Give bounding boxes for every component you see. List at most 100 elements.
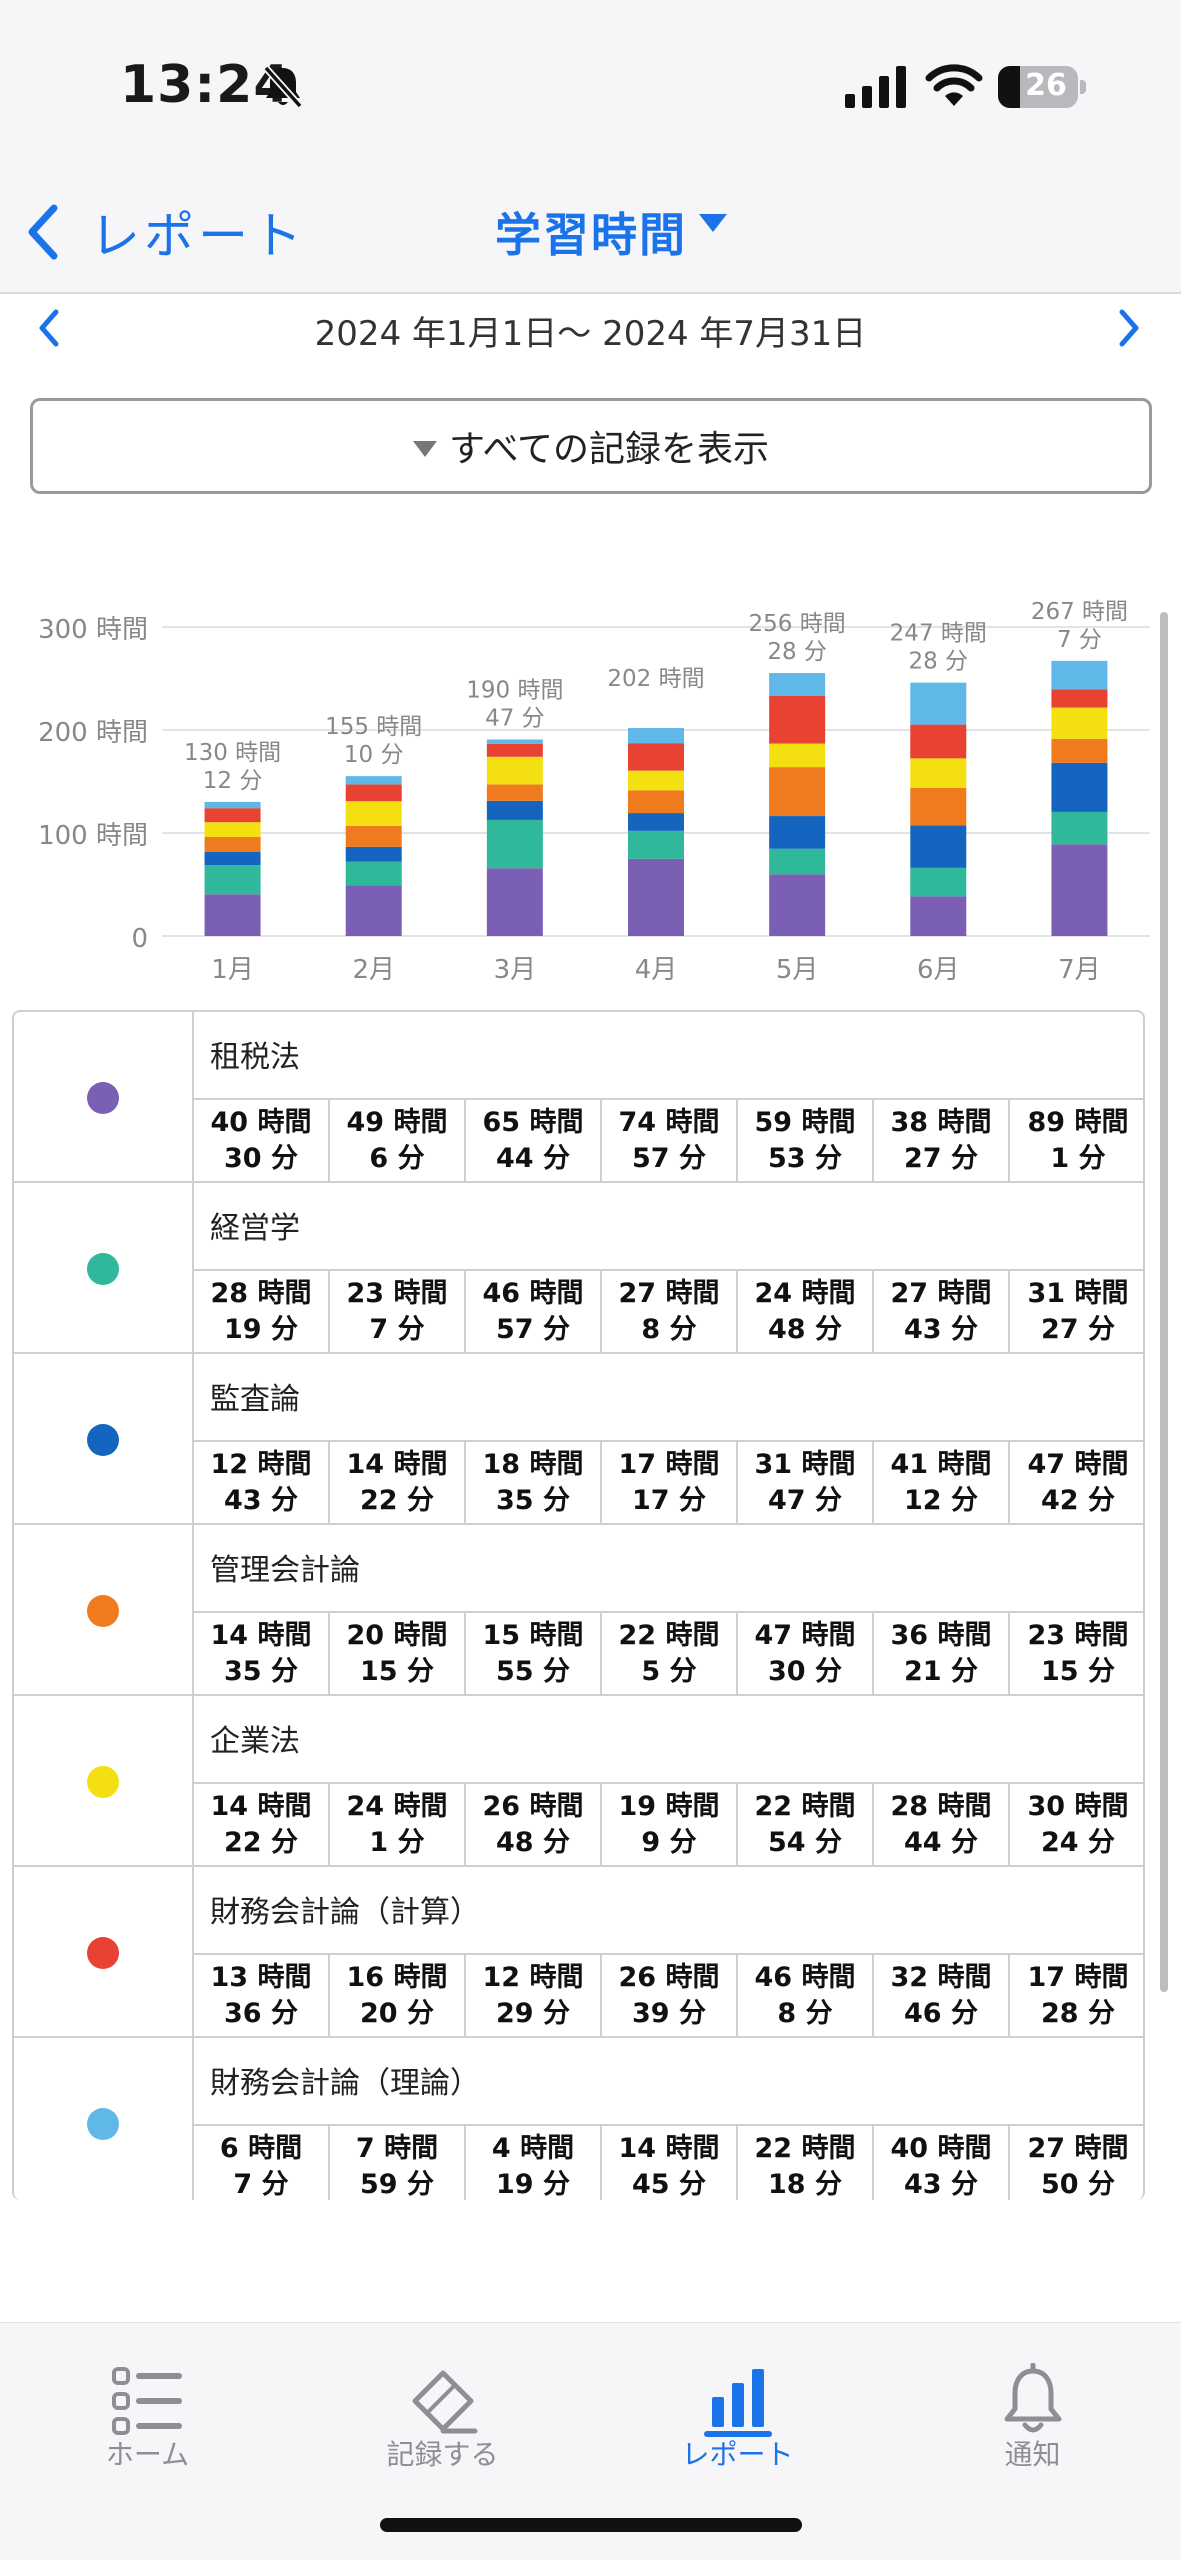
minutes-text: 22 分 [224,1827,298,1858]
hours-text: 74 時間 [618,1107,720,1138]
minutes-text: 57 分 [496,1314,570,1345]
hours-text: 24 時間 [754,1278,856,1309]
nav-bar: レポート 学習時間 [0,170,1181,294]
hours-text: 31 時間 [1027,1278,1129,1309]
minutes-text: 28 分 [1041,1998,1115,2029]
status-bar: 13:24 26 [0,0,1181,170]
subject-color-dot [87,1766,119,1798]
date-range-label: 2024 年1月1日〜 2024 年7月31日 [314,314,867,354]
study-time-chart: 0 100 時間 200 時間 300 時間 130 時間 12 分 1月 155 時間 10 … [0,560,1181,1000]
month-value-cell: 26 時間 39 分 [602,1955,738,2038]
month-value-cell: 14 時間 35 分 [194,1613,330,1696]
minutes-text: 48 分 [768,1314,842,1345]
bar-segment [345,784,402,802]
bar-segment [1051,844,1108,936]
hours-text: 47 時間 [754,1620,856,1651]
hours-text: 26 時間 [618,1962,720,1993]
bar-segment [345,801,402,826]
bar-segment [1051,707,1108,739]
date-range-row: 2024 年1月1日〜 2024 年7月31日 [0,296,1181,360]
tab-notifications[interactable]: 通知 [885,2323,1180,2483]
hours-text: 22 時間 [754,1791,856,1822]
month-value-cell: 14 時間 22 分 [330,1442,466,1525]
back-button[interactable]: レポート [22,192,306,272]
minutes-text: 44 分 [496,1143,570,1174]
subject-color-dot [87,1595,119,1627]
month-value-cell: 16 時間 20 分 [330,1955,466,2038]
month-value-cell: 40 時間 30 分 [194,1100,330,1183]
hours-text: 12 時間 [482,1962,584,1993]
bar-segment [486,756,543,785]
month-value-cell: 23 時間 15 分 [1010,1613,1143,1696]
bar-segment [910,896,967,936]
bar-segment [1051,811,1108,845]
month-value-cell: 41 時間 12 分 [874,1442,1010,1525]
bar-segment [628,727,684,744]
subject-name: 財務会計論（理論） [210,2066,480,2101]
month-value-cell: 47 時間 30 分 [738,1613,874,1696]
bar-segment [628,770,684,791]
scrollbar[interactable] [1160,612,1168,1992]
hours-text: 24 時間 [346,1791,448,1822]
minutes-text: 24 分 [1041,1827,1115,1858]
minutes-text: 35 分 [224,1656,298,1687]
minutes-text: 47 分 [768,1485,842,1516]
report-type-selector[interactable]: 学習時間 [495,192,727,272]
bar-segment [1051,689,1108,708]
hours-text: 19 時間 [618,1791,720,1822]
hours-text: 14 時間 [210,1620,312,1651]
y-tick-label: 300 時間 [38,615,148,645]
month-value-cell: 24 時間 48 分 [738,1271,874,1354]
subject-color-dot [87,1937,119,1969]
minutes-text: 54 分 [768,1827,842,1858]
month-value-cell: 22 時間 54 分 [738,1784,874,1867]
subject-color-dot [87,1424,119,1456]
previous-period-button[interactable] [34,308,64,348]
minutes-text: 1 分 [1050,1143,1106,1174]
subject-row: 監査論 12 時間 43 分 14 時間 22 分 18 時間 35 分 17 時間 17 分 3… [14,1354,1143,1525]
bar-total-hours: 247 時間 [890,621,987,647]
tab-record[interactable]: 記録する [295,2323,590,2483]
show-all-label: すべての記録を表示 [448,429,770,470]
bar-total-minutes: 28 分 [908,649,968,675]
minutes-text: 27 分 [904,1143,978,1174]
minutes-text: 7 分 [233,2169,289,2200]
minutes-text: 27 分 [1041,1314,1115,1345]
next-period-button[interactable] [1114,308,1144,348]
hours-text: 59 時間 [754,1107,856,1138]
show-all-records-button[interactable]: すべての記録を表示 [30,398,1152,494]
minutes-text: 30 分 [224,1143,298,1174]
minutes-text: 39 分 [632,1998,706,2029]
tab-report[interactable]: レポート [590,2323,885,2483]
subject-name: 管理会計論 [210,1553,360,1588]
month-value-cell: 36 時間 21 分 [874,1613,1010,1696]
hours-text: 27 時間 [890,1278,992,1309]
month-value-cell: 22 時間 5 分 [602,1613,738,1696]
hours-text: 47 時間 [1027,1449,1129,1480]
subject-table: 租税法 40 時間 30 分 49 時間 6 分 65 時間 44 分 74 時間 57 分 59… [12,1010,1145,2200]
minutes-text: 15 分 [360,1656,434,1687]
bar-segment [628,790,684,814]
month-value-cell: 18 時間 35 分 [466,1442,602,1525]
minutes-text: 6 分 [369,1143,425,1174]
bar-segment [910,867,967,897]
month-value-cell: 46 時間 57 分 [466,1271,602,1354]
battery-level: 26 [1025,68,1067,103]
bar-total-minutes: 12 分 [203,768,263,794]
hours-text: 46 時間 [482,1278,584,1309]
bar-segment [769,874,826,936]
x-tick-label: 3月 [494,955,537,985]
minutes-text: 48 分 [496,1827,570,1858]
signal-icon [845,66,906,108]
month-value-cell: 22 時間 18 分 [738,2126,874,2200]
bar-segment [1051,738,1108,763]
hours-text: 6 時間 [219,2133,303,2164]
minutes-text: 42 分 [1041,1485,1115,1516]
bar-segment [486,800,543,820]
month-value-cell: 38 時間 27 分 [874,1100,1010,1183]
tab-home[interactable]: ホーム [0,2323,295,2483]
bar-total-hours: 190 時間 [466,677,563,703]
month-value-cell: 13 時間 36 分 [194,1955,330,2038]
subject-name: 租税法 [210,1040,300,1075]
